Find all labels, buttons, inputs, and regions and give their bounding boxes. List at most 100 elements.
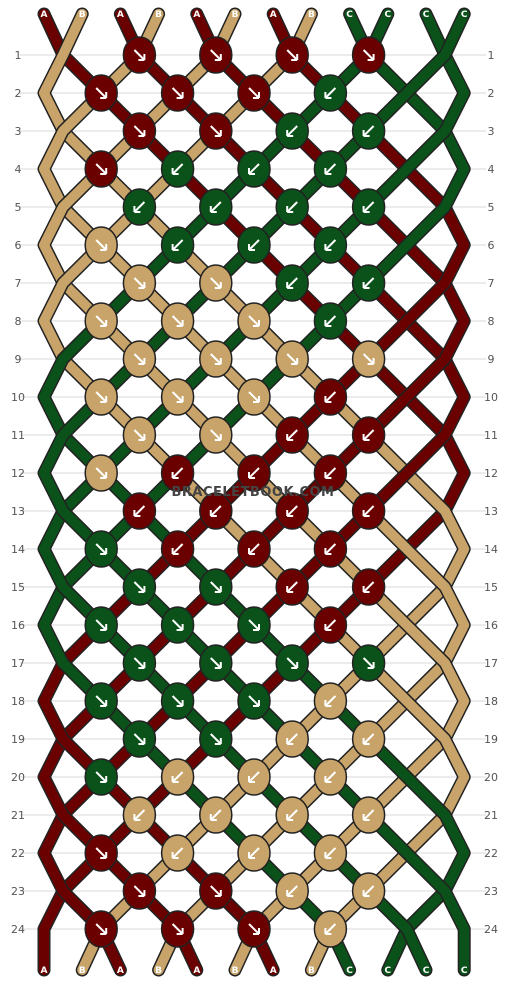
row-number-left: 12	[11, 467, 25, 480]
knot-arrow	[210, 125, 222, 137]
knot-arrow	[324, 391, 337, 403]
knot-arrowhead	[176, 700, 184, 707]
knot-arrowhead	[286, 130, 294, 137]
knot-arrowhead	[286, 890, 294, 897]
knot-arrow	[362, 505, 375, 517]
row-number-left: 18	[11, 695, 25, 708]
knot-arrow	[171, 695, 184, 707]
knot-arrowhead	[324, 548, 332, 555]
row-number-left: 2	[15, 87, 22, 100]
knot-arrowhead	[324, 92, 332, 99]
strand-label-bottom: A	[41, 966, 48, 976]
row-number-left: 20	[11, 771, 25, 784]
knot-arrow	[286, 581, 298, 593]
knot-arrowhead	[324, 396, 332, 403]
knot-arrow	[210, 809, 222, 821]
knot-arrowhead	[362, 586, 370, 593]
row-number-left: 17	[11, 657, 25, 670]
knot-arrowhead	[362, 282, 370, 289]
knot-arrowhead	[248, 776, 255, 783]
knot-arrowhead	[291, 662, 299, 669]
knot-arrowhead	[138, 738, 146, 745]
knot-arrowhead	[100, 624, 108, 631]
knot-arrowhead	[100, 472, 108, 479]
knot-arrowhead	[362, 206, 370, 213]
row-number-right: 8	[488, 315, 495, 328]
strand-label-top: C	[384, 10, 391, 20]
knot-arrowhead	[248, 548, 255, 555]
knot-arrow	[171, 543, 184, 555]
knot-arrow	[248, 771, 260, 783]
knot-arrowhead	[138, 54, 146, 61]
knot-arrowhead	[171, 852, 179, 859]
knot-arrowhead	[214, 890, 222, 897]
knot-arrow	[171, 315, 184, 327]
knot-arrowhead	[176, 320, 184, 327]
knot-arrow	[324, 87, 337, 99]
knot-arrow	[171, 771, 184, 783]
knot-arrowhead	[362, 434, 370, 441]
knot-arrowhead	[324, 472, 332, 479]
knot-arrowhead	[324, 700, 332, 707]
knot-arrowhead	[286, 738, 294, 745]
knot-arrow	[362, 733, 375, 745]
knot-arrowhead	[286, 586, 294, 593]
row-number-left: 7	[15, 277, 22, 290]
knot-arrow	[95, 695, 107, 707]
knot-arrow	[171, 923, 184, 935]
knot-arrow	[362, 581, 375, 593]
knot-arrow	[171, 163, 184, 175]
knot-arrowhead	[171, 776, 179, 783]
strand-label-top: C	[423, 10, 430, 20]
row-number-right: 10	[484, 391, 498, 404]
strand-label-top: B	[79, 10, 86, 20]
knot-arrowhead	[138, 586, 146, 593]
knot-arrow	[248, 923, 260, 935]
row-number-left: 19	[11, 733, 25, 746]
row-number-right: 13	[484, 505, 498, 518]
knot-arrow	[210, 505, 222, 517]
knot-arrow	[133, 657, 146, 669]
knot-arrowhead	[214, 358, 222, 365]
row-number-right: 9	[488, 353, 495, 366]
knot-arrowhead	[324, 320, 332, 327]
knot-arrow	[95, 771, 107, 783]
knot-arrow	[133, 49, 146, 61]
knot-arrowhead	[253, 92, 260, 99]
knot-arrow	[210, 581, 222, 593]
knot-arrowhead	[100, 320, 108, 327]
knot-arrow	[133, 581, 146, 593]
knot-arrow	[324, 163, 337, 175]
knot-arrow	[133, 201, 146, 213]
knot-arrowhead	[100, 700, 108, 707]
knot-arrowhead	[362, 890, 370, 897]
knot-arrowhead	[100, 92, 108, 99]
strand-label-bottom: A	[117, 966, 124, 976]
knot-arrowhead	[286, 206, 294, 213]
knot-arrowhead	[248, 472, 255, 479]
watermark: BRACELETBOOK.COM	[172, 485, 335, 500]
strand-label-bottom: C	[461, 966, 468, 976]
knot-arrow	[171, 239, 184, 251]
knot-arrow	[171, 619, 184, 631]
knot-arrow	[133, 809, 146, 821]
knot-arrowhead	[362, 130, 370, 137]
knot-arrow	[324, 315, 337, 327]
strand-label-bottom: A	[270, 966, 277, 976]
knot-arrow	[248, 239, 260, 251]
row-number-right: 19	[484, 733, 498, 746]
knot-arrow	[324, 467, 337, 479]
knot-arrow	[210, 885, 222, 897]
row-number-right: 1	[488, 49, 495, 62]
knot-arrow	[324, 239, 337, 251]
knot-arrowhead	[133, 206, 141, 213]
knot-arrow	[210, 201, 222, 213]
row-number-left: 23	[11, 885, 25, 898]
knot-arrowhead	[138, 130, 146, 137]
strand-label-top: A	[41, 10, 48, 20]
knot-arrowhead	[286, 434, 294, 441]
row-number-left: 8	[15, 315, 22, 328]
knot-arrowhead	[138, 662, 146, 669]
knot-arrowhead	[248, 244, 255, 251]
knot-arrow	[286, 353, 298, 365]
